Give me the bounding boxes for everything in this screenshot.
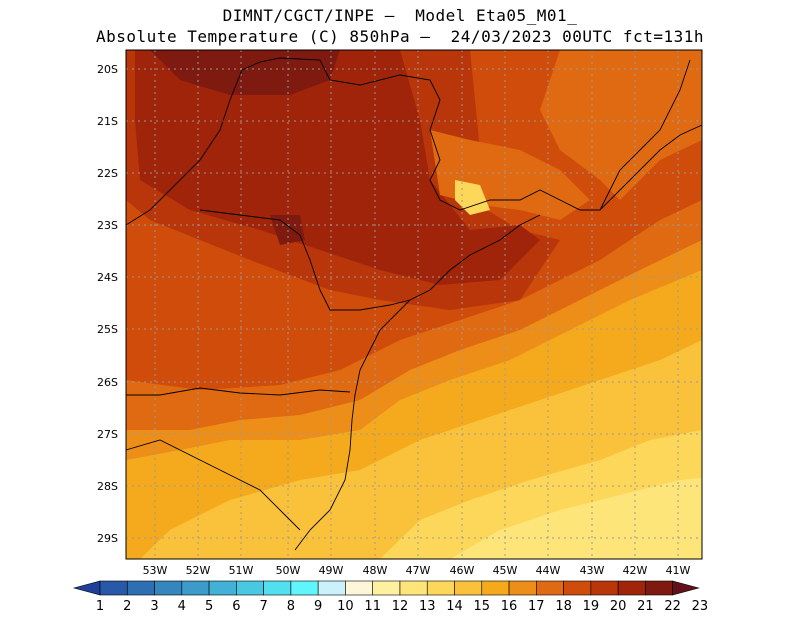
colorbar-label: 7 [259, 599, 267, 614]
colorbar-left-arrow [72, 580, 101, 596]
state-border-rj [599, 59, 691, 211]
coastline [294, 214, 541, 551]
colorbar-right-arrow [672, 580, 700, 596]
colorbar-swatch [290, 580, 319, 596]
temperature-field [126, 50, 702, 559]
colorbar-label: 23 [692, 599, 709, 614]
colorbar-swatch [481, 580, 510, 596]
colorbar [72, 580, 700, 596]
state-border-sc [126, 387, 351, 396]
lon-label: 44W [536, 564, 561, 577]
lon-label: 49W [319, 564, 344, 577]
lon-label: 46W [450, 564, 475, 577]
lat-label: 21S [97, 115, 118, 128]
lat-label: 28S [97, 480, 118, 493]
lon-label: 50W [276, 564, 301, 577]
colorbar-label: 18 [555, 599, 572, 614]
colorbar-swatch [263, 580, 292, 596]
colorbar-swatch [454, 580, 483, 596]
graticule [126, 50, 702, 559]
state-border-parana [199, 209, 411, 311]
lat-label: 25S [97, 323, 118, 336]
colorbar-label: 2 [123, 599, 131, 614]
colorbar-swatch [645, 580, 673, 596]
colorbar-swatch [563, 580, 592, 596]
colorbar-swatch [208, 580, 237, 596]
field-15 [455, 180, 490, 215]
colorbar-labels: 1 2 3 4 5 6 7 8 9 10 11 12 13 14 15 16 17 18 19 20 21 22 23 [96, 599, 708, 614]
lon-label: 53W [143, 564, 168, 577]
colorbar-label: 1 [96, 599, 104, 614]
colorbar-swatch [99, 580, 128, 596]
colorbar-label: 3 [150, 599, 158, 614]
colorbar-swatch [236, 580, 264, 596]
colorbar-swatch [154, 580, 183, 596]
title-line-1: DIMNT/CGCT/INPE – Model Eta05_M01_ [222, 6, 578, 25]
colorbar-swatch [426, 580, 455, 596]
colorbar-label: 19 [583, 599, 600, 614]
colorbar-label: 14 [446, 599, 463, 614]
border-rs [126, 439, 301, 531]
colorbar-swatch [181, 580, 210, 596]
colorbar-swatch [317, 580, 346, 596]
lat-label: 20S [97, 63, 118, 76]
field-14 [450, 478, 702, 559]
lon-label: 45W [493, 564, 518, 577]
latitude-labels: 20S 21S 22S 23S 24S 25S 26S 27S 28S 29S [97, 63, 118, 545]
colorbar-label: 10 [337, 599, 354, 614]
lon-label: 52W [186, 564, 211, 577]
lon-label: 47W [406, 564, 431, 577]
colorbar-label: 9 [314, 599, 322, 614]
lat-label: 26S [97, 376, 118, 389]
lat-label: 23S [97, 219, 118, 232]
lat-label: 27S [97, 428, 118, 441]
colorbar-swatch [590, 580, 619, 596]
map-frame [125, 49, 703, 560]
field-19 [540, 50, 702, 200]
colorbar-label: 4 [178, 599, 186, 614]
lat-label: 24S [97, 271, 118, 284]
lon-label: 42W [623, 564, 648, 577]
colorbar-label: 5 [205, 599, 213, 614]
colorbar-label: 22 [664, 599, 681, 614]
colorbar-label: 20 [610, 599, 627, 614]
colorbar-label: 8 [287, 599, 295, 614]
colorbar-label: 17 [528, 599, 545, 614]
colorbar-label: 12 [392, 599, 409, 614]
lat-label: 22S [97, 167, 118, 180]
colorbar-swatch [617, 580, 646, 596]
colorbar-label: 11 [364, 599, 381, 614]
coastline-borders [126, 57, 702, 551]
lon-label: 51W [229, 564, 254, 577]
colorbar-label: 15 [474, 599, 491, 614]
lon-label: 48W [363, 564, 388, 577]
colorbar-label: 21 [637, 599, 654, 614]
colorbar-swatch [345, 580, 373, 596]
lon-label: 43W [580, 564, 605, 577]
longitude-labels: 53W 52W 51W 50W 49W 48W 47W 46W 45W 44W … [143, 564, 691, 577]
lat-label: 29S [97, 532, 118, 545]
colorbar-swatch [399, 580, 428, 596]
colorbar-swatch [126, 580, 155, 596]
lon-label: 41W [666, 564, 691, 577]
field-23 [150, 50, 340, 95]
field-22 [135, 50, 540, 285]
colorbar-swatch [372, 580, 401, 596]
colorbar-label: 13 [419, 599, 436, 614]
title-line-2: Absolute Temperature (C) 850hPa – 24/03/… [96, 27, 704, 46]
colorbar-swatch [536, 580, 564, 596]
colorbar-swatch [508, 580, 537, 596]
colorbar-label: 6 [232, 599, 240, 614]
colorbar-label: 16 [501, 599, 518, 614]
border-west [126, 69, 243, 226]
state-border-north [241, 57, 702, 211]
